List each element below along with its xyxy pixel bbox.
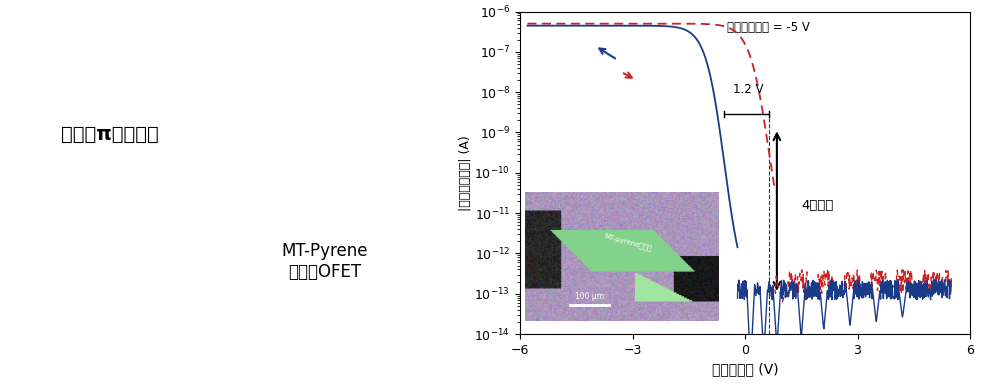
Text: 4桁上昇: 4桁上昇 [801, 199, 834, 212]
Text: MT-Pyrene
単結晶OFET: MT-Pyrene 単結晶OFET [282, 242, 368, 281]
X-axis label: ゲート電圧 (V): ゲート電圧 (V) [712, 362, 778, 376]
Text: 二次元π積層構造: 二次元π積層構造 [61, 125, 159, 144]
Text: 1.2 V: 1.2 V [733, 83, 764, 96]
Text: ドレイン電圧 = -5 V: ドレイン電圧 = -5 V [727, 21, 810, 34]
Y-axis label: |ドレイン電流| (A): |ドレイン電流| (A) [459, 135, 472, 211]
